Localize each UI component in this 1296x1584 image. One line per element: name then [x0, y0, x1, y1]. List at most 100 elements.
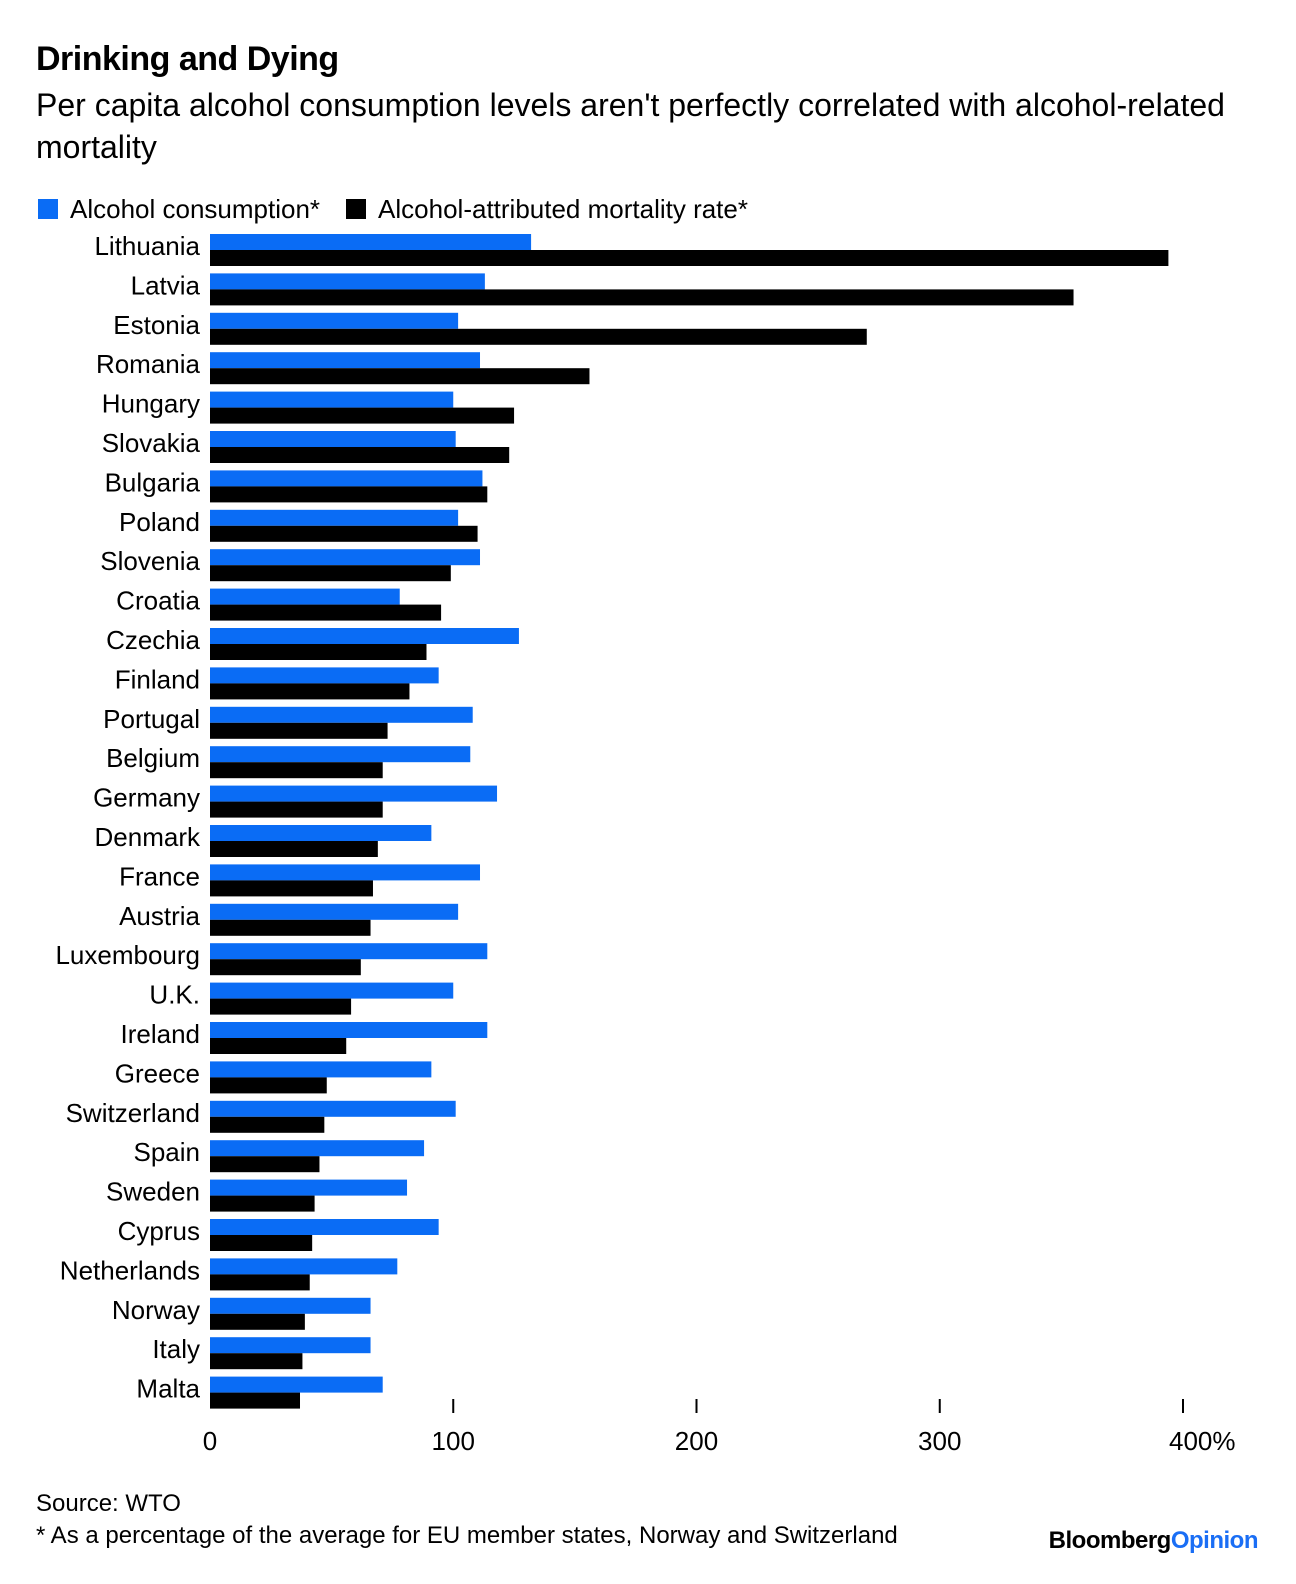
category-label: Latvia: [131, 270, 201, 300]
bar-mortality: [210, 1392, 301, 1409]
category-label: Czechia: [106, 625, 200, 655]
bar-mortality: [210, 565, 451, 582]
category-label: Germany: [93, 783, 200, 813]
bar-mortality: [210, 1077, 327, 1094]
bar-mortality: [210, 1116, 325, 1133]
bar-mortality: [210, 486, 488, 503]
bar-consumption: [210, 1337, 371, 1354]
category-label: Ireland: [121, 1019, 201, 1049]
bar-mortality: [210, 1195, 315, 1212]
bar-consumption: [210, 706, 473, 723]
bar-mortality: [210, 328, 867, 345]
category-label: Belgium: [106, 743, 200, 773]
x-tick-label: 100: [432, 1426, 475, 1456]
bar-consumption: [210, 943, 488, 960]
category-label: Spain: [134, 1137, 201, 1167]
bar-mortality: [210, 1353, 303, 1370]
bar-consumption: [210, 1100, 456, 1117]
category-label: Malta: [136, 1374, 200, 1404]
category-label: France: [119, 861, 200, 891]
bar-mortality: [210, 1038, 347, 1054]
category-label: Lithuania: [94, 231, 200, 261]
x-tick-label: 0: [203, 1426, 217, 1456]
category-label: Norway: [112, 1295, 200, 1325]
bar-consumption: [210, 746, 471, 763]
legend-label-consumption: Alcohol consumption*: [70, 193, 321, 224]
category-label: Sweden: [106, 1177, 200, 1207]
bar-consumption: [210, 667, 439, 684]
bar-mortality: [210, 644, 427, 660]
legend: Alcohol consumption* Alcohol-attributed …: [38, 192, 774, 226]
chart-subtitle: Per capita alcohol consumption levels ar…: [36, 87, 1225, 165]
bar-mortality: [210, 1235, 313, 1251]
category-label: Austria: [119, 901, 200, 931]
bar-mortality: [210, 289, 1074, 306]
category-label: Denmark: [95, 822, 201, 852]
bar-mortality: [210, 959, 361, 976]
bar-consumption: [210, 982, 454, 999]
bar-consumption: [210, 1376, 383, 1393]
category-label: Poland: [119, 507, 200, 537]
category-label: Estonia: [113, 310, 200, 340]
category-label: Switzerland: [66, 1098, 200, 1128]
bar-mortality: [210, 604, 442, 621]
legend-label-mortality: Alcohol-attributed mortality rate*: [378, 193, 748, 224]
brand-part2: Opinion: [1170, 1527, 1259, 1554]
bar-consumption: [210, 1140, 425, 1157]
bar-mortality: [210, 250, 1169, 266]
category-label: Slovenia: [100, 546, 200, 576]
category-label: Greece: [115, 1058, 200, 1088]
category-label: Italy: [152, 1334, 200, 1364]
bar-consumption: [210, 864, 481, 881]
bar-consumption: [210, 1022, 488, 1038]
legend-swatch-consumption: [38, 199, 58, 219]
bar-mortality: [210, 919, 371, 936]
x-tick-label: 400%: [1169, 1426, 1236, 1456]
category-label: Hungary: [102, 389, 200, 419]
category-label: Romania: [96, 349, 201, 379]
category-label: Slovakia: [102, 428, 201, 458]
category-label: Luxembourg: [55, 940, 200, 970]
category-label: Cyprus: [118, 1216, 200, 1246]
bar-consumption: [210, 1258, 398, 1275]
bar-mortality: [210, 447, 510, 463]
bar-consumption: [210, 312, 459, 329]
bar-consumption: [210, 588, 400, 605]
bar-consumption: [210, 1297, 371, 1314]
brand-logo: BloombergOpinion: [1048, 1527, 1259, 1555]
bar-consumption: [210, 549, 481, 566]
bar-consumption: [210, 785, 498, 802]
bar-mortality: [210, 407, 515, 424]
bar-consumption: [210, 352, 481, 369]
bar-chart: Lithuania Latvia Estonia Romania Hungary Slov…: [55, 231, 1236, 1456]
bar-consumption: [210, 1219, 439, 1235]
bar-consumption: [210, 903, 459, 920]
category-label: Croatia: [116, 586, 200, 616]
bar-consumption: [210, 1179, 408, 1196]
category-label: Netherlands: [60, 1255, 200, 1285]
bar-consumption: [210, 628, 519, 644]
category-label: U.K.: [149, 980, 200, 1010]
category-label: Portugal: [103, 704, 200, 734]
bar-mortality: [210, 801, 383, 818]
bar-consumption: [210, 470, 483, 487]
bar-mortality: [210, 841, 378, 857]
bar-mortality: [210, 762, 383, 779]
bar-mortality: [210, 525, 478, 542]
bar-consumption: [210, 273, 485, 290]
category-label: Bulgaria: [105, 467, 201, 497]
brand-part1: Bloomberg: [1048, 1527, 1172, 1554]
category-label: Finland: [115, 664, 200, 694]
bar-consumption: [210, 234, 532, 250]
bar-mortality: [210, 722, 388, 739]
x-tick-label: 300: [918, 1426, 961, 1456]
bar-mortality: [210, 683, 410, 700]
footnote: * As a percentage of the average for EU …: [36, 1522, 898, 1549]
x-tick-label: 200: [675, 1426, 718, 1456]
legend-item-consumption: Alcohol consumption*: [38, 194, 320, 225]
bar-consumption: [210, 391, 454, 408]
bar-consumption: [210, 509, 459, 526]
legend-item-mortality: Alcohol-attributed mortality rate*: [346, 194, 748, 225]
bar-mortality: [210, 1156, 320, 1173]
bar-consumption: [210, 825, 432, 841]
